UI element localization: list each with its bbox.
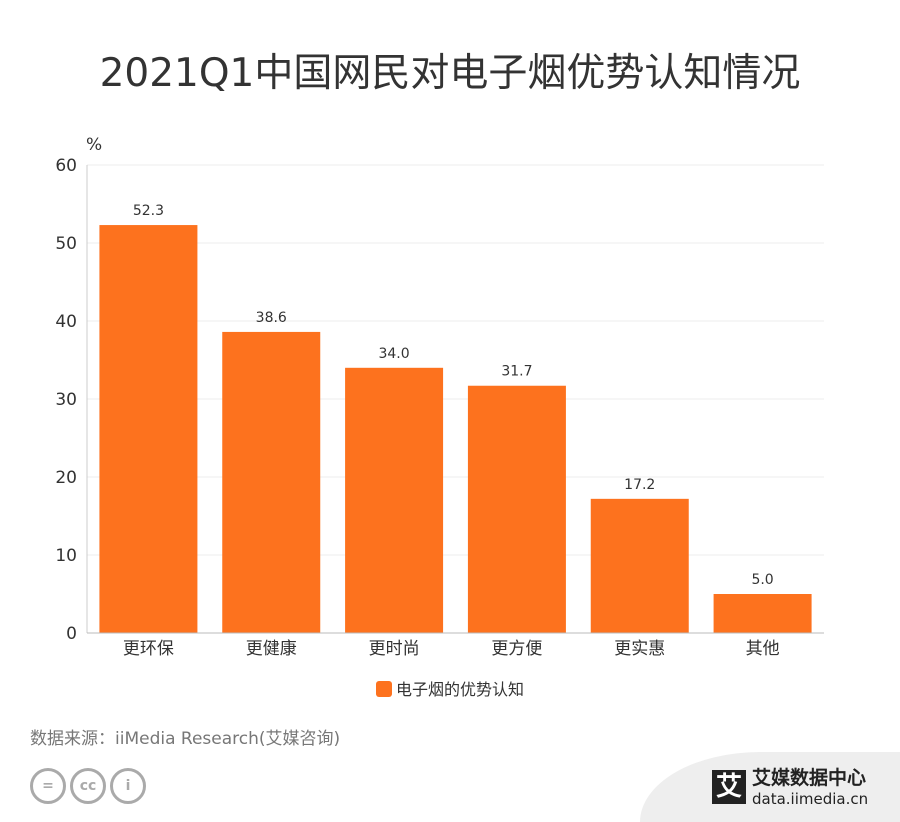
bar: [467, 385, 566, 633]
y-axis-unit: %: [86, 135, 102, 155]
data-label: 52.3: [133, 203, 164, 219]
bar: [345, 367, 444, 633]
chart-title: 2021Q1中国网民对电子烟优势认知情况: [99, 51, 801, 96]
logo-name: 艾媒数据中心: [752, 767, 867, 789]
attribution-icon: i: [110, 768, 146, 804]
creative-commons-icon: cc: [70, 768, 106, 804]
data-label: 38.6: [256, 310, 287, 326]
x-tick-label: 更方便: [491, 639, 542, 659]
x-tick-label: 更环保: [123, 639, 174, 659]
logo-url: data.iimedia.cn: [752, 790, 869, 808]
bar: [222, 331, 321, 633]
legend-label: 电子烟的优势认知: [395, 680, 524, 699]
no-derivatives-icon: =: [30, 768, 66, 804]
y-tick-label: 50: [55, 234, 77, 254]
x-tick-label: 更健康: [246, 639, 297, 659]
legend-swatch: [375, 681, 392, 697]
y-tick-label: 30: [55, 390, 77, 410]
source-note: 数据来源：iiMedia Research(艾媒咨询): [30, 729, 341, 749]
data-label: 31.7: [501, 364, 532, 380]
y-tick-label: 0: [66, 624, 77, 644]
x-tick-label: 更时尚: [369, 639, 420, 659]
y-tick-label: 60: [55, 156, 77, 176]
data-label: 5.0: [751, 572, 773, 588]
data-label: 34.0: [378, 346, 409, 362]
y-tick-label: 20: [55, 468, 77, 488]
logo-mark: 艾: [712, 770, 746, 804]
y-tick-label: 40: [55, 312, 77, 332]
bar: [590, 498, 689, 633]
bar-chart: 0 10 20 30 40 50 60% 52.3 更环保 38.6 更健康 34.0 更时尚 31.7 更…: [55, 135, 824, 659]
data-label: 17.2: [624, 477, 655, 493]
x-tick-label: 更实惠: [614, 639, 665, 659]
y-tick-label: 10: [55, 546, 77, 566]
bar: [99, 225, 198, 633]
bar: [713, 594, 812, 633]
x-tick-label: 其他: [746, 639, 780, 659]
legend[interactable]: 电子烟的优势认知: [0, 676, 900, 700]
